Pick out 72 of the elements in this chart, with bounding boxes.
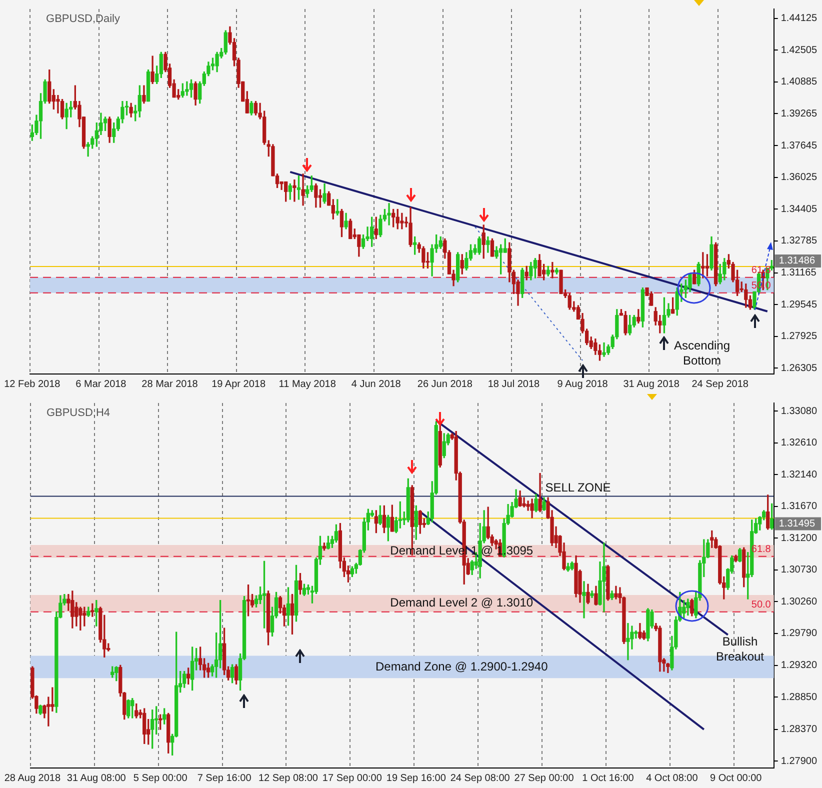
x-tick-label: 4 Oct 08:00 — [646, 772, 698, 784]
x-tick-label: 19 Sep 16:00 — [386, 772, 446, 784]
x-tick-label: 12 Feb 2018 — [4, 378, 61, 390]
y-tick-label: 1.26305 — [780, 362, 818, 374]
x-tick-label: 4 Jun 2018 — [351, 378, 402, 390]
candlestick — [46, 696, 50, 726]
y-tick-label: 1.30730 — [780, 564, 818, 576]
x-tick-label: 17 Sep 00:00 — [322, 772, 382, 784]
y-tick-label: 1.36025 — [780, 172, 818, 184]
candlestick — [50, 687, 54, 712]
y-tick-label: 1.29545 — [780, 299, 818, 310]
x-tick-label: 12 Sep 08:00 — [258, 772, 318, 784]
x-tick-label: 18 Jul 2018 — [488, 378, 540, 390]
candlestick — [292, 179, 296, 202]
candlestick — [185, 81, 189, 96]
candlestick — [626, 623, 630, 660]
y-tick-label: 1.42505 — [780, 44, 818, 56]
y-tick-label: 1.32610 — [780, 438, 818, 449]
y-tick-label: 1.37645 — [780, 140, 818, 152]
x-tick-label: 28 Aug 2018 — [4, 772, 61, 784]
candlestick — [301, 174, 305, 206]
candlestick — [582, 581, 586, 618]
y-tick-label: 1.32140 — [780, 469, 818, 480]
band-label: Demand Zone @ 1.2900-1.2940 — [375, 659, 548, 674]
y-tick-label: 1.29790 — [780, 628, 818, 640]
annotation: Ascending Bottom — [674, 338, 730, 368]
band-label: Demand Level 2 @ 1.3010 — [390, 596, 534, 610]
candlestick — [400, 212, 404, 230]
x-tick-label: 9 Aug 2018 — [557, 378, 608, 390]
chart-title: GBPUSD,Daily — [46, 13, 120, 26]
x-tick-label: 26 Jun 2018 — [417, 378, 473, 390]
y-tick-label: 1.31200 — [780, 532, 818, 544]
candlestick — [336, 199, 340, 216]
candlestick — [602, 342, 606, 357]
candlestick — [522, 497, 526, 508]
annotation: Bullish Breakout — [716, 634, 765, 664]
ref-line-label: 1.31495 — [778, 518, 816, 530]
x-tick-label: 11 May 2018 — [278, 378, 336, 390]
candlestick — [602, 542, 606, 612]
chart-title: GBPUSD,H4 — [46, 407, 110, 420]
x-tick-label: 6 Mar 2018 — [76, 378, 127, 390]
annotation: 50.0 — [751, 600, 772, 611]
y-tick-label: 1.33080 — [780, 406, 818, 417]
y-tick-label: 1.31165 — [780, 268, 817, 279]
x-tick-label: 1 Oct 16:00 — [582, 772, 634, 784]
y-tick-label: 1.28370 — [780, 724, 818, 736]
y-tick-label: 1.30260 — [780, 596, 818, 608]
ref-line-label: 1.31486 — [778, 256, 816, 267]
annotation: SELL ZONE — [545, 480, 611, 495]
x-tick-label: 19 Apr 2018 — [212, 378, 266, 390]
x-tick-label: 5 Sep 00:00 — [133, 772, 188, 784]
x-tick-label: 24 Sep 08:00 — [450, 772, 510, 784]
x-tick-label: 28 Mar 2018 — [142, 378, 198, 390]
candlestick — [526, 500, 530, 511]
y-tick-label: 1.27925 — [780, 331, 818, 342]
y-tick-label: 1.40885 — [780, 76, 818, 88]
x-tick-label: 9 Oct 00:00 — [710, 772, 762, 784]
y-tick-label: 1.44125 — [780, 13, 818, 24]
candlestick — [550, 262, 554, 278]
candlestick — [387, 203, 391, 226]
x-tick-label: 31 Aug 08:00 — [66, 772, 126, 784]
x-tick-label: 24 Sep 2018 — [692, 378, 749, 390]
y-tick-label: 1.39265 — [780, 108, 818, 120]
x-tick-label: 31 Aug 2018 — [623, 378, 680, 390]
x-tick-label: 27 Sep 00:00 — [514, 772, 574, 784]
y-tick-label: 1.32785 — [780, 236, 818, 247]
x-tick-label: 7 Sep 16:00 — [197, 772, 252, 784]
y-tick-label: 1.29320 — [780, 660, 818, 672]
y-tick-label: 1.34405 — [780, 204, 818, 215]
y-tick-label: 1.31670 — [780, 501, 818, 512]
y-tick-label: 1.27900 — [780, 756, 818, 767]
y-tick-label: 1.28850 — [780, 692, 818, 703]
